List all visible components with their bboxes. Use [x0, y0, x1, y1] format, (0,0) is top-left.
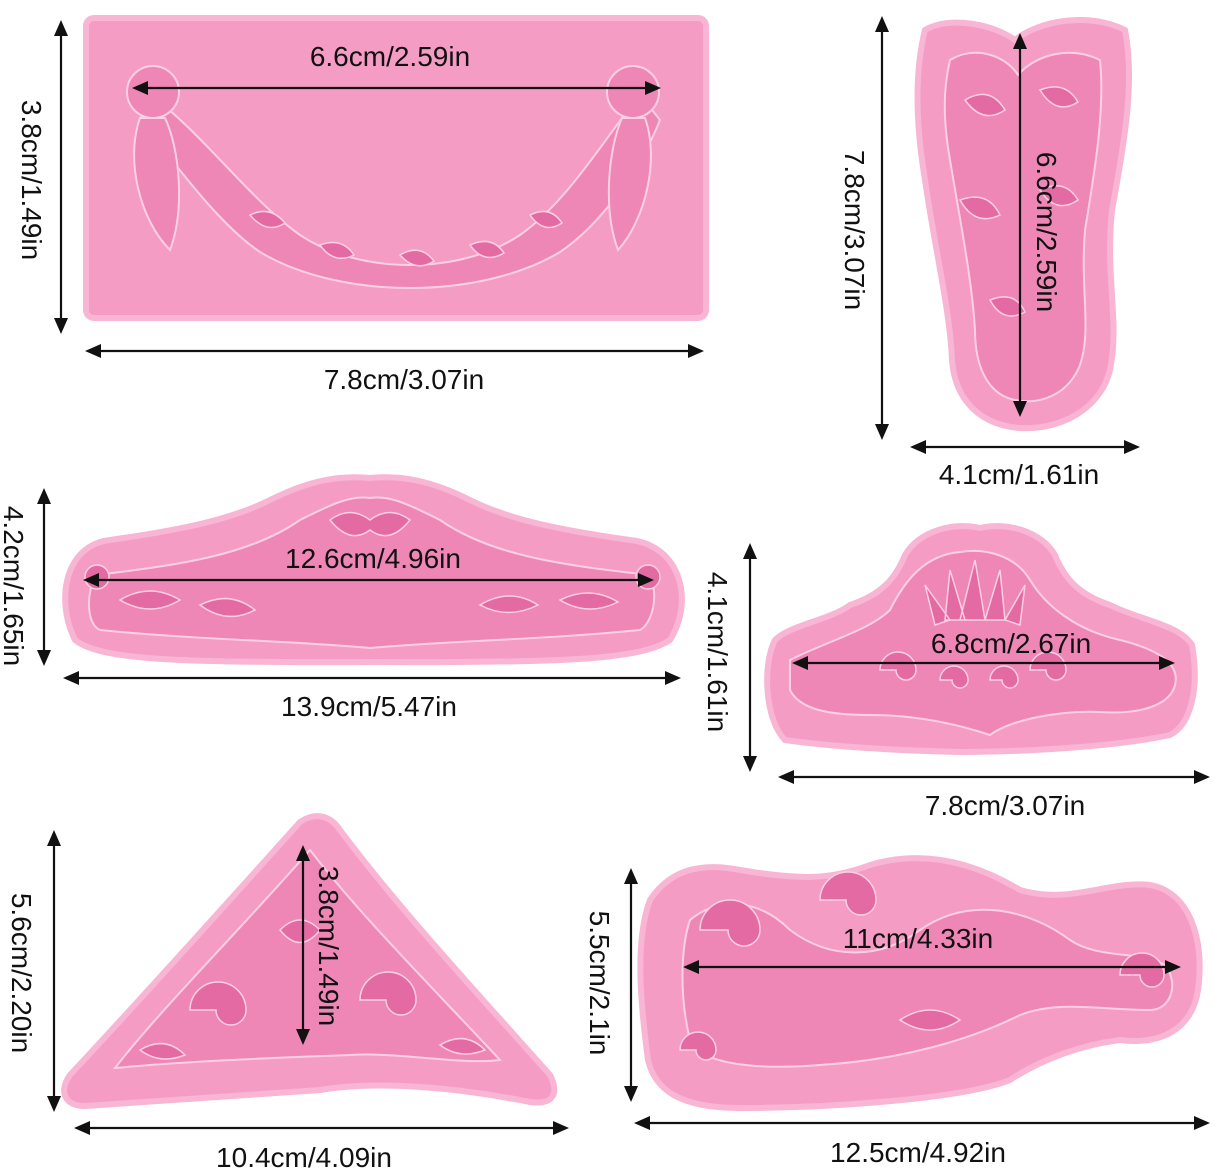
garland-height-arrow: [54, 20, 68, 334]
corner-triangle-span-arrow: [296, 845, 310, 1045]
crown-shell-mold: [764, 523, 1198, 756]
long-border-span-arrow: [83, 573, 654, 587]
garland-width-label: 7.8cm/3.07in: [324, 364, 484, 395]
flourish-swirls: [679, 871, 1165, 1061]
crown-shell-span-label: 6.8cm/2.67in: [931, 628, 1091, 659]
corner-triangle-mold: [61, 813, 558, 1110]
corner-triangle-span-label: 3.8cm/1.49in: [313, 866, 344, 1026]
corner-triangle-height-label: 5.6cm/2.20in: [6, 893, 37, 1053]
vertical-scroll-height-label: 7.8cm/3.07in: [839, 150, 870, 310]
flourish-cavity: [681, 903, 1174, 1068]
garland-height-label: 3.8cm/1.49in: [16, 100, 47, 260]
garland-right-tassel: [607, 117, 652, 252]
long-border-width-label: 13.9cm/5.47in: [281, 691, 457, 722]
flourish-height-arrow: [624, 868, 638, 1102]
corner-triangle-width-label: 10.4cm/4.09in: [216, 1142, 392, 1173]
vertical-scroll-mold: [914, 17, 1133, 432]
crown-shell-height-arrow: [743, 543, 757, 772]
crown-shell-width-arrow: [778, 770, 1210, 784]
garland-span-arrow: [132, 81, 661, 95]
garland-mold: [83, 15, 709, 321]
vertical-scroll-width-label: 4.1cm/1.61in: [939, 459, 1099, 490]
long-border-mold: [62, 474, 685, 666]
corner-triangle-height-arrow: [47, 830, 61, 1112]
long-border-width-arrow: [63, 671, 681, 685]
crown-shell-width-label: 7.8cm/3.07in: [925, 790, 1085, 821]
flourish-width-label: 12.5cm/4.92in: [830, 1137, 1006, 1168]
crown-shell-scrolls: [879, 651, 1067, 689]
flourish-mold: [637, 855, 1203, 1112]
garland-cavity: [138, 93, 662, 289]
garland-width-arrow: [85, 344, 704, 358]
long-border-height-arrow: [37, 488, 51, 666]
vertical-scroll-width-arrow: [910, 440, 1140, 454]
garland-leaf-texture: [248, 210, 564, 267]
long-border-swirls: [118, 511, 620, 618]
garland-left-tassel: [133, 117, 181, 252]
crown-shell-span-arrow: [792, 656, 1175, 670]
flourish-span-arrow: [683, 960, 1181, 974]
vertical-scroll-span-label: 6.6cm/2.59in: [1031, 152, 1062, 312]
vertical-scroll-swirls: [958, 86, 1080, 317]
flourish-width-arrow: [634, 1116, 1210, 1130]
long-border-span-label: 12.6cm/4.96in: [285, 543, 461, 574]
crown-shell-fan: [924, 559, 1026, 627]
corner-triangle-swirls: [138, 919, 487, 1060]
flourish-height-label: 5.5cm/2.1in: [584, 911, 615, 1056]
long-border-height-label: 4.2cm/1.65in: [0, 506, 29, 666]
crown-shell-height-label: 4.1cm/1.61in: [702, 572, 733, 732]
garland-left-knob: [126, 65, 180, 119]
vertical-scroll-height-arrow: [875, 16, 889, 440]
vertical-scroll-cavity: [943, 51, 1103, 403]
vertical-scroll-span-arrow: [1013, 33, 1027, 417]
garland-span-label: 6.6cm/2.59in: [310, 41, 470, 72]
corner-triangle-width-arrow: [74, 1121, 569, 1135]
flourish-span-label: 11cm/4.33in: [843, 923, 993, 954]
